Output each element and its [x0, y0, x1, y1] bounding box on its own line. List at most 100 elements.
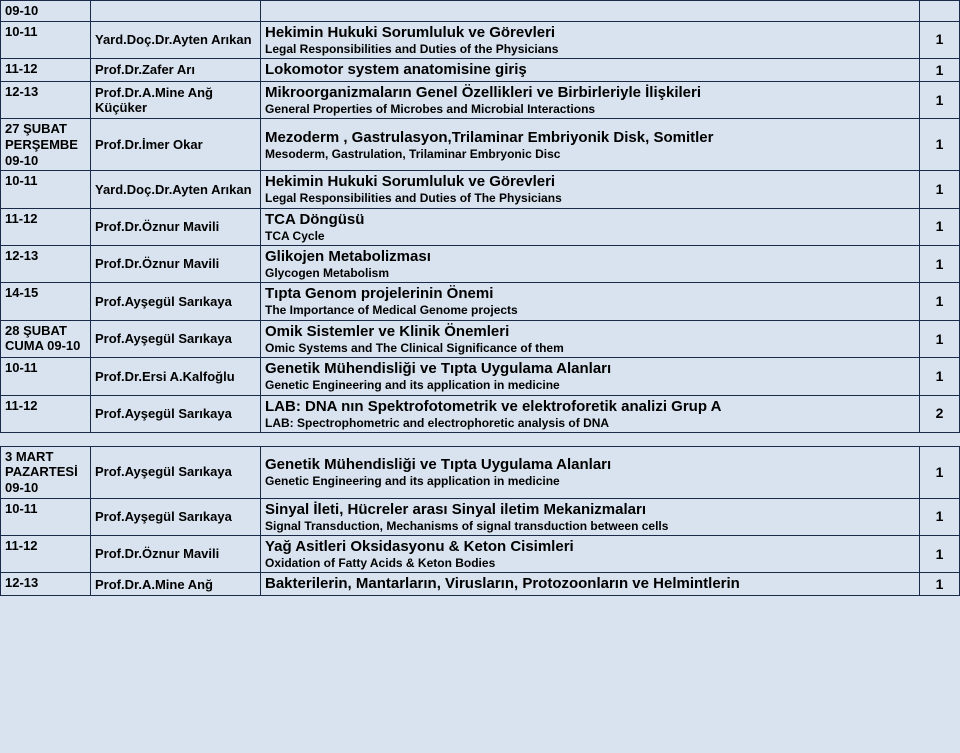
table-row: 11-12Prof.Dr.Zafer ArıLokomotor system a… — [1, 58, 960, 81]
hours-cell: 1 — [920, 119, 960, 171]
hours-cell: 1 — [920, 283, 960, 320]
description-cell: Sinyal İleti, Hücreler arası Sinyal ilet… — [261, 498, 920, 535]
table-row: 14-15Prof.Ayşegül SarıkayaTıpta Genom pr… — [1, 283, 960, 320]
instructor-cell: Prof.Dr.Ersi A.Kalfoğlu — [91, 358, 261, 395]
course-subtitle: Glycogen Metabolism — [265, 266, 915, 280]
course-title: Lokomotor system anatomisine giriş — [265, 61, 915, 79]
course-title: Glikojen Metabolizması — [265, 248, 915, 266]
spacer-row — [1, 432, 960, 446]
course-subtitle: Legal Responsibilities and Duties of the… — [265, 42, 915, 56]
hours-cell: 1 — [920, 171, 960, 208]
time-cell: 11-12 — [1, 208, 91, 245]
instructor-cell: Yard.Doç.Dr.Ayten Arıkan — [91, 171, 261, 208]
description-cell: Mikroorganizmaların Genel Özellikleri ve… — [261, 81, 920, 118]
hours-cell: 1 — [920, 320, 960, 357]
table-row: 12-13Prof.Dr.A.Mine Anğ KüçükerMikroorga… — [1, 81, 960, 118]
table-row: 27 ŞUBAT PERŞEMBE 09-10Prof.Dr.İmer Okar… — [1, 119, 960, 171]
hours-cell: 1 — [920, 81, 960, 118]
hours-cell: 1 — [920, 498, 960, 535]
instructor-cell: Prof.Dr.Öznur Mavili — [91, 245, 261, 282]
time-cell: 14-15 — [1, 283, 91, 320]
table-row: 28 ŞUBAT CUMA 09-10Prof.Ayşegül Sarıkaya… — [1, 320, 960, 357]
course-subtitle: TCA Cycle — [265, 229, 915, 243]
hours-cell: 1 — [920, 536, 960, 573]
instructor-cell: Prof.Dr.A.Mine Anğ — [91, 573, 261, 596]
course-subtitle: Oxidation of Fatty Acids & Keton Bodies — [265, 556, 915, 570]
time-cell: 10-11 — [1, 498, 91, 535]
hours-cell: 1 — [920, 245, 960, 282]
hours-cell: 1 — [920, 58, 960, 81]
hours-cell: 1 — [920, 446, 960, 498]
course-title: Tıpta Genom projelerinin Önemi — [265, 285, 915, 303]
course-title: Yağ Asitleri Oksidasyonu & Keton Cisimle… — [265, 538, 915, 556]
course-title: Genetik Mühendisliği ve Tıpta Uygulama A… — [265, 360, 915, 378]
instructor-cell: Prof.Ayşegül Sarıkaya — [91, 498, 261, 535]
description-cell: Glikojen MetabolizmasıGlycogen Metabolis… — [261, 245, 920, 282]
course-subtitle: Signal Transduction, Mechanisms of signa… — [265, 519, 915, 533]
table-row: 10-11Prof.Ayşegül SarıkayaSinyal İleti, … — [1, 498, 960, 535]
course-subtitle: LAB: Spectrophometric and electrophoreti… — [265, 416, 915, 430]
description-cell: Bakterilerin, Mantarların, Virusların, P… — [261, 573, 920, 596]
course-title: Sinyal İleti, Hücreler arası Sinyal ilet… — [265, 501, 915, 519]
course-subtitle: Genetic Engineering and its application … — [265, 474, 915, 488]
time-cell: 12-13 — [1, 573, 91, 596]
hours-cell: 1 — [920, 573, 960, 596]
description-cell: Genetik Mühendisliği ve Tıpta Uygulama A… — [261, 446, 920, 498]
time-cell: 28 ŞUBAT CUMA 09-10 — [1, 320, 91, 357]
table-row: 10-11Yard.Doç.Dr.Ayten ArıkanHekimin Huk… — [1, 21, 960, 58]
time-cell: 09-10 — [1, 1, 91, 22]
course-title: TCA Döngüsü — [265, 211, 915, 229]
course-subtitle: Legal Responsibilities and Duties of The… — [265, 191, 915, 205]
instructor-cell: Prof.Ayşegül Sarıkaya — [91, 320, 261, 357]
description-cell — [261, 1, 920, 22]
hours-cell: 1 — [920, 358, 960, 395]
time-cell: 11-12 — [1, 536, 91, 573]
course-title: Hekimin Hukuki Sorumluluk ve Görevleri — [265, 173, 915, 191]
time-cell: 10-11 — [1, 171, 91, 208]
instructor-cell: Prof.Dr.İmer Okar — [91, 119, 261, 171]
course-title: LAB: DNA nın Spektrofotometrik ve elektr… — [265, 398, 915, 416]
description-cell: LAB: DNA nın Spektrofotometrik ve elektr… — [261, 395, 920, 432]
course-subtitle: General Properties of Microbes and Micro… — [265, 102, 915, 116]
instructor-cell: Prof.Dr.Öznur Mavili — [91, 208, 261, 245]
table-row: 12-13Prof.Dr.A.Mine AnğBakterilerin, Man… — [1, 573, 960, 596]
instructor-cell: Yard.Doç.Dr.Ayten Arıkan — [91, 21, 261, 58]
course-title: Hekimin Hukuki Sorumluluk ve Görevleri — [265, 24, 915, 42]
course-subtitle: Mesoderm, Gastrulation, Trilaminar Embry… — [265, 147, 915, 161]
table-row: 11-12Prof.Dr.Öznur MaviliYağ Asitleri Ok… — [1, 536, 960, 573]
time-cell: 11-12 — [1, 58, 91, 81]
time-cell: 3 MART PAZARTESİ 09-10 — [1, 446, 91, 498]
table-row: 09-10 — [1, 1, 960, 22]
hours-cell — [920, 1, 960, 22]
description-cell: Genetik Mühendisliği ve Tıpta Uygulama A… — [261, 358, 920, 395]
course-subtitle: Genetic Engineering and its application … — [265, 378, 915, 392]
description-cell: Tıpta Genom projelerinin ÖnemiThe Import… — [261, 283, 920, 320]
table-row: 12-13Prof.Dr.Öznur MaviliGlikojen Metabo… — [1, 245, 960, 282]
time-cell: 27 ŞUBAT PERŞEMBE 09-10 — [1, 119, 91, 171]
time-cell: 11-12 — [1, 395, 91, 432]
course-title: Mezoderm , Gastrulasyon,Trilaminar Embri… — [265, 129, 915, 147]
course-subtitle: The Importance of Medical Genome project… — [265, 303, 915, 317]
table-row: 11-12Prof.Dr.Öznur MaviliTCA DöngüsüTCA … — [1, 208, 960, 245]
time-cell: 10-11 — [1, 358, 91, 395]
description-cell: Mezoderm , Gastrulasyon,Trilaminar Embri… — [261, 119, 920, 171]
hours-cell: 2 — [920, 395, 960, 432]
time-cell: 12-13 — [1, 245, 91, 282]
course-title: Mikroorganizmaların Genel Özellikleri ve… — [265, 84, 915, 102]
hours-cell: 1 — [920, 208, 960, 245]
table-row: 10-11Prof.Dr.Ersi A.KalfoğluGenetik Mühe… — [1, 358, 960, 395]
instructor-cell: Prof.Dr.Zafer Arı — [91, 58, 261, 81]
instructor-cell: Prof.Dr.A.Mine Anğ Küçüker — [91, 81, 261, 118]
course-title: Genetik Mühendisliği ve Tıpta Uygulama A… — [265, 456, 915, 474]
table-row: 3 MART PAZARTESİ 09-10Prof.Ayşegül Sarık… — [1, 446, 960, 498]
instructor-cell: Prof.Dr.Öznur Mavili — [91, 536, 261, 573]
time-cell: 12-13 — [1, 81, 91, 118]
description-cell: Lokomotor system anatomisine giriş — [261, 58, 920, 81]
course-title: Omik Sistemler ve Klinik Önemleri — [265, 323, 915, 341]
description-cell: Hekimin Hukuki Sorumluluk ve GörevleriLe… — [261, 171, 920, 208]
instructor-cell — [91, 1, 261, 22]
course-title: Bakterilerin, Mantarların, Virusların, P… — [265, 575, 915, 593]
description-cell: Yağ Asitleri Oksidasyonu & Keton Cisimle… — [261, 536, 920, 573]
time-cell: 10-11 — [1, 21, 91, 58]
course-subtitle: Omic Systems and The Clinical Significan… — [265, 341, 915, 355]
